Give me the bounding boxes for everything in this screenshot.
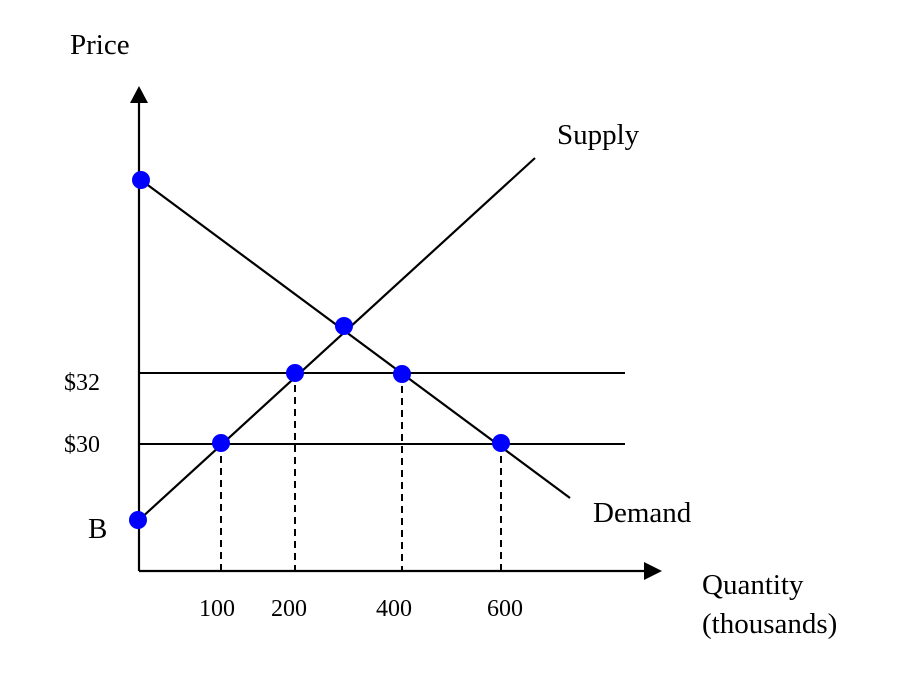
price-label-30: $30 (64, 432, 100, 458)
demand-point-at-30 (492, 434, 510, 452)
quantity-tick-600: 600 (487, 596, 523, 622)
demand-label: Demand (593, 497, 692, 529)
demand-intercept-point (132, 171, 150, 189)
quantity-tick-400: 400 (376, 596, 412, 622)
quantity-tick-100: 100 (199, 596, 235, 622)
y-axis-arrowhead (130, 86, 148, 103)
supply-point-at-32 (286, 364, 304, 382)
supply-point-at-30 (212, 434, 230, 452)
quantity-tick-200: 200 (271, 596, 307, 622)
supply-intercept-point-b (129, 511, 147, 529)
x-axis-arrowhead (644, 562, 662, 580)
demand-point-at-32 (393, 365, 411, 383)
x-axis-label-line1: Quantity (702, 569, 804, 601)
equilibrium-point (335, 317, 353, 335)
supply-curve (138, 157, 536, 521)
intercept-label-b: B (88, 513, 107, 545)
supply-label: Supply (557, 119, 640, 151)
price-label-32: $32 (64, 370, 100, 396)
x-axis-label-line2: (thousands) (702, 608, 837, 640)
y-axis-label: Price (70, 29, 130, 61)
